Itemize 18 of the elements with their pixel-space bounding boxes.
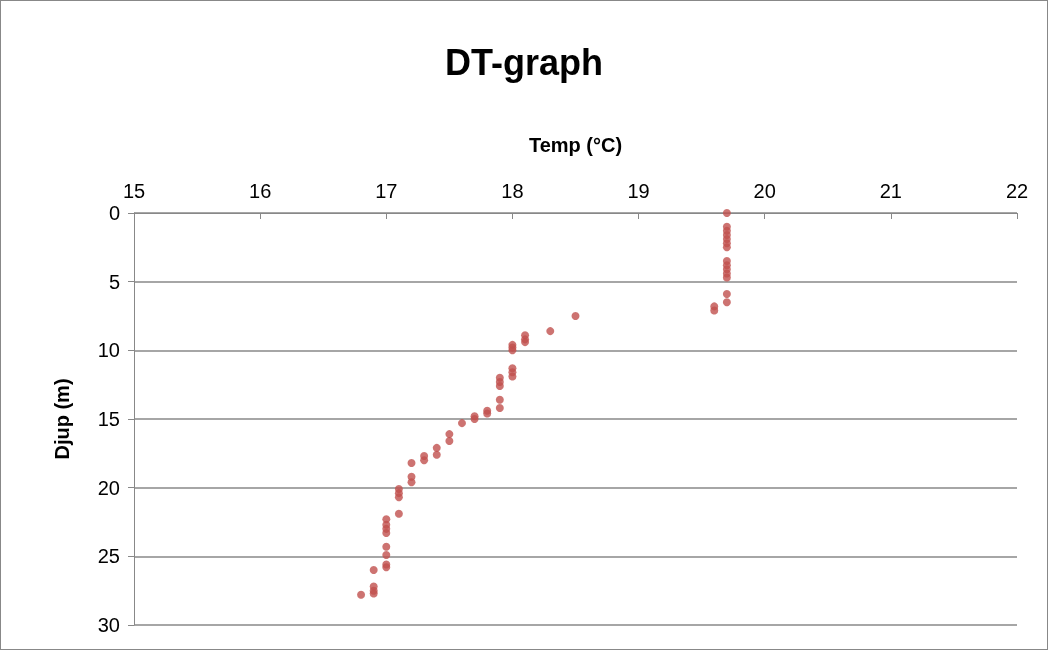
y-tick-label: 20 [97, 476, 120, 499]
chart-title: DT-graph [445, 41, 603, 83]
y-tick-label: 25 [97, 545, 120, 568]
x-tick-label: 22 [1005, 180, 1029, 202]
x-tick-label: 17 [375, 180, 398, 202]
x-tick-label: 15 [122, 180, 146, 202]
x-tick-label: 21 [879, 180, 902, 202]
y-tick-label: 10 [97, 339, 120, 362]
y-tick-label: 30 [97, 614, 120, 636]
y-axis-title: Djup (m) [51, 378, 73, 460]
x-tick-label: 16 [249, 180, 272, 202]
x-tick-label: 20 [753, 180, 776, 202]
y-tick-label: 0 [108, 202, 120, 224]
x-tick-label: 19 [627, 180, 650, 202]
x-axis-title: Temp (°C) [528, 134, 623, 156]
y-tick-label: 5 [108, 270, 120, 293]
x-tick-label: 18 [501, 180, 524, 202]
y-tick-label: 15 [97, 408, 120, 430]
